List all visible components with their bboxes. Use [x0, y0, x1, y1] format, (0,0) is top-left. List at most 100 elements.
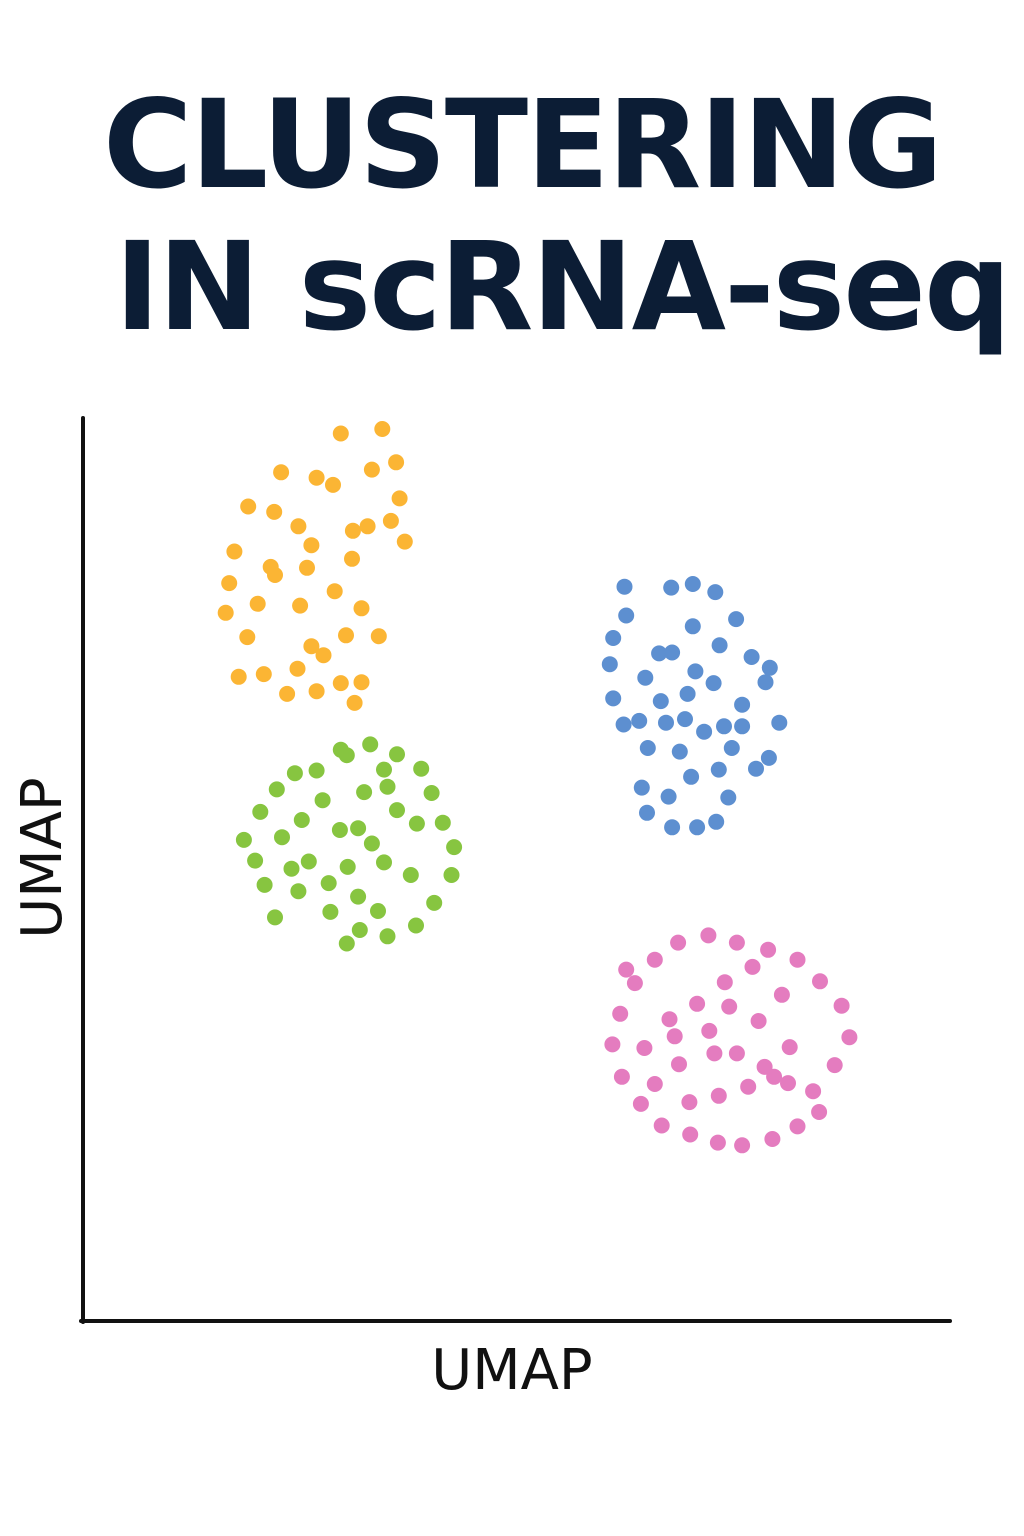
data-point — [734, 1137, 751, 1154]
data-point — [356, 784, 373, 801]
data-point — [613, 1068, 630, 1085]
data-point — [256, 876, 273, 893]
data-point — [339, 858, 356, 875]
data-point — [413, 760, 430, 777]
data-point — [249, 595, 266, 612]
data-point — [217, 604, 234, 621]
data-point — [332, 741, 349, 758]
data-point — [292, 597, 309, 614]
data-point — [273, 464, 290, 481]
data-point — [326, 583, 343, 600]
data-point — [789, 951, 806, 968]
data-point — [423, 785, 440, 801]
data-point — [308, 683, 325, 700]
data-point — [660, 788, 677, 805]
data-point — [701, 1022, 718, 1039]
data-point — [290, 518, 307, 535]
data-point — [230, 668, 247, 685]
data-point — [344, 522, 361, 539]
data-point — [679, 685, 696, 702]
data-point — [805, 1083, 822, 1100]
data-point — [289, 660, 306, 677]
data-point — [338, 627, 354, 644]
data-point — [266, 503, 283, 520]
data-point — [728, 611, 745, 628]
data-point — [226, 543, 243, 560]
data-point — [682, 1126, 699, 1143]
data-point — [332, 675, 349, 692]
cluster-2 — [601, 576, 788, 836]
data-point — [351, 922, 368, 938]
data-point — [389, 802, 405, 819]
cluster-1 — [217, 421, 413, 711]
data-point — [389, 746, 405, 763]
data-point — [705, 675, 722, 692]
data-point — [299, 559, 315, 576]
data-point — [681, 1094, 698, 1111]
data-point — [781, 1039, 798, 1056]
data-point — [332, 425, 349, 442]
x-axis-label: UMAP — [431, 1338, 592, 1403]
data-point — [710, 761, 727, 778]
data-point — [716, 718, 732, 735]
data-point — [446, 839, 463, 856]
data-point — [734, 696, 751, 713]
data-point — [376, 761, 392, 778]
data-point — [652, 693, 669, 710]
data-point — [670, 934, 687, 951]
data-point — [636, 1040, 653, 1056]
data-point — [391, 490, 408, 507]
data-point — [664, 644, 681, 661]
data-point — [626, 975, 643, 992]
title-line-2: IN scRNA-seq — [114, 216, 1012, 358]
data-point — [325, 476, 341, 493]
data-point — [612, 1005, 629, 1022]
data-point — [661, 1011, 678, 1028]
data-point — [350, 888, 367, 905]
data-point — [283, 860, 300, 877]
data-point — [760, 941, 777, 958]
data-point — [268, 781, 285, 798]
data-point — [286, 765, 303, 782]
data-point — [750, 1013, 767, 1029]
data-point — [359, 518, 376, 535]
data-point — [252, 803, 269, 820]
data-point — [274, 829, 290, 846]
data-point — [631, 712, 648, 729]
data-point — [653, 1117, 670, 1134]
data-point — [618, 961, 635, 978]
data-point — [646, 1076, 663, 1092]
data-point — [632, 1095, 649, 1112]
data-point — [773, 986, 790, 1003]
data-point — [723, 740, 740, 756]
data-point — [720, 789, 737, 806]
data-point — [308, 762, 325, 779]
data-point — [344, 550, 360, 567]
title-line-1: CLUSTERING — [103, 74, 943, 216]
data-point — [353, 600, 370, 617]
data-point — [677, 711, 693, 728]
data-point — [408, 815, 425, 832]
data-point — [221, 575, 238, 592]
data-point — [267, 567, 283, 583]
data-point — [663, 579, 680, 596]
data-point — [322, 903, 339, 920]
data-point — [267, 909, 283, 926]
data-point — [700, 927, 717, 944]
data-point — [434, 814, 451, 831]
data-point — [633, 779, 650, 796]
data-point — [605, 690, 622, 707]
data-point — [707, 584, 724, 601]
data-point — [651, 645, 668, 662]
data-point — [255, 666, 272, 683]
data-point — [604, 1036, 621, 1053]
data-point — [618, 607, 635, 624]
data-point — [353, 674, 370, 691]
data-point — [605, 630, 622, 646]
y-axis-label: UMAP — [10, 777, 75, 938]
data-point — [300, 853, 317, 870]
data-point — [760, 749, 777, 766]
data-point — [684, 618, 701, 635]
data-point — [728, 934, 745, 951]
